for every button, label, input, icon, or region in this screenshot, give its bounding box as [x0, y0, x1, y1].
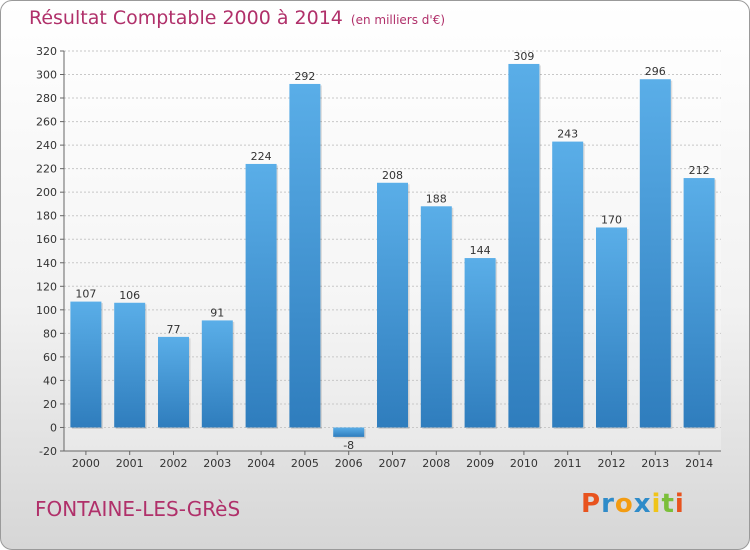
title-text: Résultat Comptable 2000 à 2014: [29, 7, 343, 29]
data-label: 292: [294, 70, 315, 83]
bar: [245, 163, 277, 428]
x-tick-label: 2007: [379, 457, 407, 470]
x-tick-label: 2008: [422, 457, 450, 470]
y-tick-label: 300: [36, 69, 57, 82]
data-label: 77: [167, 323, 181, 336]
logo-letter: o: [614, 489, 634, 519]
x-tick-label: 2011: [554, 457, 582, 470]
data-label: 107: [75, 288, 96, 301]
y-tick-label: 100: [36, 304, 57, 317]
y-tick-label: 260: [36, 116, 57, 129]
x-tick-label: 2001: [116, 457, 144, 470]
logo-letter: i: [674, 489, 685, 519]
y-tick-label: 280: [36, 92, 57, 105]
bar: [683, 178, 715, 428]
data-label: 243: [557, 128, 578, 141]
x-tick-label: 2006: [335, 457, 363, 470]
y-tick-label: 0: [50, 421, 57, 434]
data-label: 188: [426, 192, 447, 205]
proxiti-logo: Proxiti: [581, 489, 685, 519]
bar: [158, 336, 189, 428]
bar: [639, 79, 671, 428]
y-tick-label: 320: [36, 45, 57, 58]
y-tick-label: -20: [39, 445, 57, 458]
x-tick-label: 2002: [160, 457, 188, 470]
x-tick-label: 2012: [598, 457, 626, 470]
bar: [70, 301, 102, 428]
data-label: 296: [645, 65, 666, 78]
title-unit: (en milliers d'€): [350, 13, 446, 27]
bar: [289, 83, 321, 428]
y-tick-label: 180: [36, 210, 57, 223]
data-label: 91: [210, 306, 224, 319]
data-label: 309: [513, 50, 534, 63]
bar: [552, 141, 584, 428]
chart-title: Résultat Comptable 2000 à 2014 (en millie…: [29, 7, 445, 29]
x-tick-label: 2004: [247, 457, 275, 470]
y-tick-label: 60: [43, 351, 57, 364]
x-tick-label: 2010: [510, 457, 538, 470]
y-tick-label: 160: [36, 233, 57, 246]
logo-letter: P: [581, 489, 602, 519]
x-tick-label: 2013: [641, 457, 669, 470]
logo-letter: i: [651, 489, 662, 519]
x-tick-label: 2000: [72, 457, 100, 470]
bar: [333, 427, 365, 437]
x-tick-label: 2014: [685, 457, 713, 470]
data-label: 224: [251, 150, 272, 163]
y-tick-label: 120: [36, 280, 57, 293]
data-label: 144: [470, 244, 491, 257]
x-tick-label: 2009: [466, 457, 494, 470]
bar: [201, 320, 233, 428]
y-tick-label: 80: [43, 327, 57, 340]
y-tick-label: 220: [36, 163, 57, 176]
logo-letter: x: [633, 489, 652, 519]
x-tick-label: 2003: [203, 457, 231, 470]
data-label: 170: [601, 213, 622, 226]
y-tick-label: 240: [36, 139, 57, 152]
y-tick-label: 140: [36, 257, 57, 270]
x-tick-label: 2005: [291, 457, 319, 470]
bar: [596, 227, 627, 428]
bar: [420, 206, 452, 428]
data-label: 208: [382, 169, 403, 182]
data-label: 212: [689, 164, 710, 177]
bar: [464, 258, 496, 428]
data-label: 106: [119, 289, 140, 302]
data-label: -8: [343, 439, 354, 452]
bar: [377, 182, 408, 428]
logo-letter: r: [601, 489, 615, 519]
y-tick-label: 20: [43, 398, 57, 411]
bar: [508, 63, 540, 428]
logo-letter: t: [661, 489, 675, 519]
bar: [114, 302, 146, 428]
y-tick-label: 200: [36, 186, 57, 199]
y-tick-label: 40: [43, 374, 57, 387]
commune-name: FONTAINE-LES-GRèS: [35, 497, 241, 521]
